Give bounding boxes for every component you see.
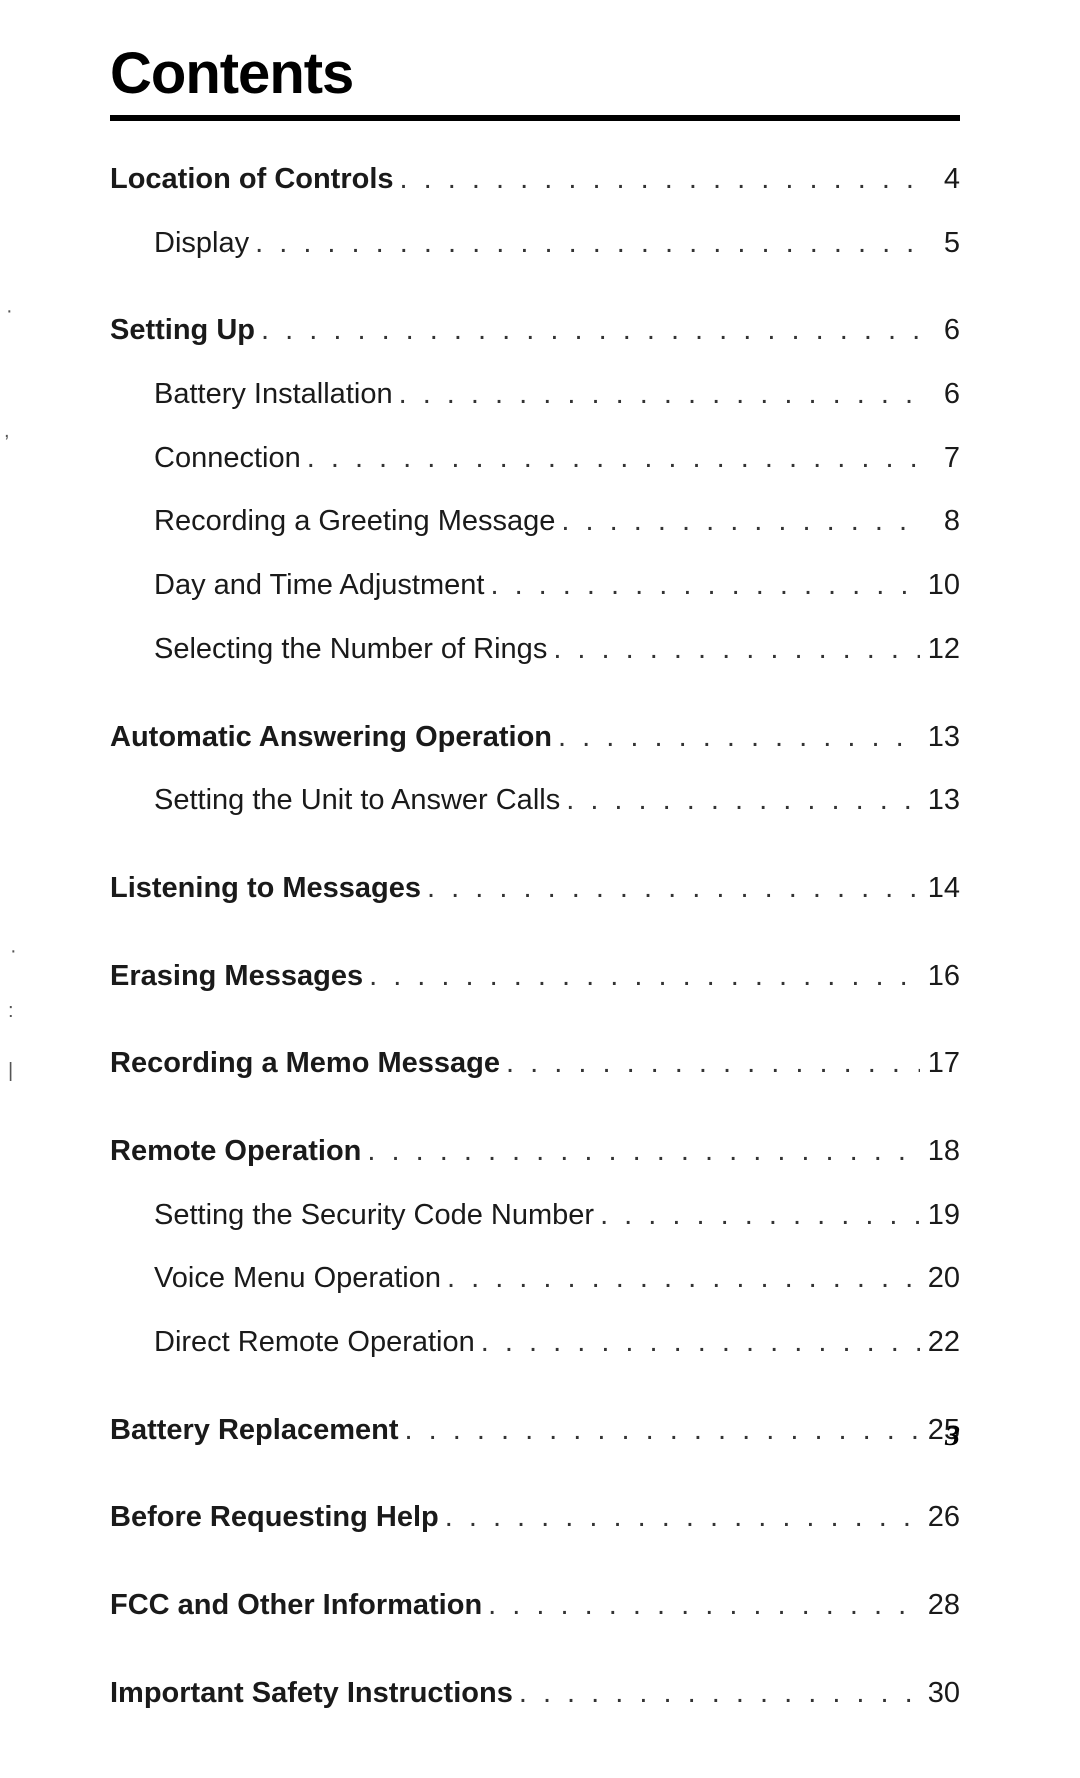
toc-entry: Day and Time Adjustment. . . . . . . . .… bbox=[110, 567, 960, 605]
toc-page-number: 5 bbox=[920, 225, 960, 263]
toc-label: Direct Remote Operation bbox=[154, 1324, 475, 1362]
toc-entry: FCC and Other Information. . . . . . . .… bbox=[110, 1587, 960, 1625]
toc-label: Connection bbox=[154, 440, 301, 478]
section-gap bbox=[110, 934, 960, 958]
toc-leader-dots: . . . . . . . . . . . . . . . . . . . . … bbox=[249, 225, 920, 263]
toc-leader-dots: . . . . . . . . . . . . . . . . . . . . … bbox=[361, 1133, 920, 1171]
toc-leader-dots: . . . . . . . . . . . . . . . . . . . . … bbox=[439, 1499, 920, 1537]
toc-entry: Recording a Memo Message. . . . . . . . … bbox=[110, 1045, 960, 1083]
toc-leader-dots: . . . . . . . . . . . . . . . . . . . . … bbox=[301, 440, 920, 478]
section-gap bbox=[110, 1021, 960, 1045]
toc-leader-dots: . . . . . . . . . . . . . . . . . . . . … bbox=[399, 1412, 921, 1450]
section-gap bbox=[110, 1388, 960, 1412]
toc-page-number: 30 bbox=[920, 1675, 960, 1713]
toc-entry: Recording a Greeting Message. . . . . . … bbox=[110, 503, 960, 541]
toc-label: Erasing Messages bbox=[110, 958, 363, 996]
section-gap bbox=[110, 1475, 960, 1499]
toc-page-number: 28 bbox=[920, 1587, 960, 1625]
toc-leader-dots: . . . . . . . . . . . . . . . . . . . . … bbox=[482, 1587, 920, 1625]
toc-leader-dots: . . . . . . . . . . . . . . . . . . . . … bbox=[484, 567, 920, 605]
toc-leader-dots: . . . . . . . . . . . . . . . . . . . . … bbox=[560, 782, 920, 820]
toc-label: Location of Controls bbox=[110, 161, 394, 199]
toc-leader-dots: . . . . . . . . . . . . . . . . . . . . … bbox=[475, 1324, 920, 1362]
section-gap bbox=[110, 288, 960, 312]
toc-entry: Listening to Messages. . . . . . . . . .… bbox=[110, 870, 960, 908]
toc-page-number: 26 bbox=[920, 1499, 960, 1537]
section-gap bbox=[110, 1109, 960, 1133]
toc-entry: Location of Controls. . . . . . . . . . … bbox=[110, 161, 960, 199]
section-gap bbox=[110, 846, 960, 870]
toc-label: FCC and Other Information bbox=[110, 1587, 482, 1625]
toc-label: Important Safety Instructions bbox=[110, 1675, 513, 1713]
toc-page-number: 6 bbox=[920, 312, 960, 350]
toc-entry: Remote Operation. . . . . . . . . . . . … bbox=[110, 1133, 960, 1171]
title-rule bbox=[110, 115, 960, 121]
toc-label: Battery Installation bbox=[154, 376, 393, 414]
toc-leader-dots: . . . . . . . . . . . . . . . . . . . . … bbox=[394, 161, 920, 199]
toc-entry: Voice Menu Operation. . . . . . . . . . … bbox=[110, 1260, 960, 1298]
toc-page-number: 6 bbox=[920, 376, 960, 414]
toc-page-number: 19 bbox=[920, 1197, 960, 1235]
table-of-contents: Location of Controls. . . . . . . . . . … bbox=[110, 161, 960, 1712]
toc-page-number: 8 bbox=[920, 503, 960, 541]
toc-leader-dots: . . . . . . . . . . . . . . . . . . . . … bbox=[513, 1675, 920, 1713]
page-title: Contents bbox=[110, 40, 960, 107]
toc-label: Before Requesting Help bbox=[110, 1499, 439, 1537]
toc-label: Display bbox=[154, 225, 249, 263]
toc-leader-dots: . . . . . . . . . . . . . . . . . . . . … bbox=[552, 719, 920, 757]
toc-label: Recording a Greeting Message bbox=[154, 503, 555, 541]
toc-entry: Direct Remote Operation. . . . . . . . .… bbox=[110, 1324, 960, 1362]
toc-leader-dots: . . . . . . . . . . . . . . . . . . . . … bbox=[393, 376, 920, 414]
toc-page-number: 16 bbox=[920, 958, 960, 996]
toc-entry: Erasing Messages. . . . . . . . . . . . … bbox=[110, 958, 960, 996]
toc-leader-dots: . . . . . . . . . . . . . . . . . . . . … bbox=[421, 870, 920, 908]
toc-page-number: 18 bbox=[920, 1133, 960, 1171]
toc-leader-dots: . . . . . . . . . . . . . . . . . . . . … bbox=[555, 503, 920, 541]
toc-label: Battery Replacement bbox=[110, 1412, 399, 1450]
toc-entry: Setting Up. . . . . . . . . . . . . . . … bbox=[110, 312, 960, 350]
section-gap bbox=[110, 695, 960, 719]
toc-entry: Connection. . . . . . . . . . . . . . . … bbox=[110, 440, 960, 478]
toc-entry: Selecting the Number of Rings. . . . . .… bbox=[110, 631, 960, 669]
toc-page-number: 14 bbox=[920, 870, 960, 908]
toc-label: Setting the Unit to Answer Calls bbox=[154, 782, 560, 820]
toc-label: Recording a Memo Message bbox=[110, 1045, 500, 1083]
section-gap bbox=[110, 1651, 960, 1675]
toc-entry: Battery Replacement. . . . . . . . . . .… bbox=[110, 1412, 960, 1450]
page-number: 3 bbox=[945, 1419, 960, 1453]
toc-label: Voice Menu Operation bbox=[154, 1260, 441, 1298]
toc-page-number: 7 bbox=[920, 440, 960, 478]
toc-label: Selecting the Number of Rings bbox=[154, 631, 547, 669]
toc-entry: Battery Installation. . . . . . . . . . … bbox=[110, 376, 960, 414]
toc-page-number: 12 bbox=[920, 631, 960, 669]
toc-leader-dots: . . . . . . . . . . . . . . . . . . . . … bbox=[255, 312, 920, 350]
toc-leader-dots: . . . . . . . . . . . . . . . . . . . . … bbox=[363, 958, 920, 996]
toc-leader-dots: . . . . . . . . . . . . . . . . . . . . … bbox=[500, 1045, 920, 1083]
toc-page-number: 13 bbox=[920, 719, 960, 757]
toc-entry: Important Safety Instructions. . . . . .… bbox=[110, 1675, 960, 1713]
toc-label: Listening to Messages bbox=[110, 870, 421, 908]
toc-label: Automatic Answering Operation bbox=[110, 719, 552, 757]
section-gap bbox=[110, 1563, 960, 1587]
toc-label: Day and Time Adjustment bbox=[154, 567, 484, 605]
toc-leader-dots: . . . . . . . . . . . . . . . . . . . . … bbox=[594, 1197, 920, 1235]
toc-entry: Before Requesting Help. . . . . . . . . … bbox=[110, 1499, 960, 1537]
toc-entry: Display. . . . . . . . . . . . . . . . .… bbox=[110, 225, 960, 263]
toc-label: Setting the Security Code Number bbox=[154, 1197, 594, 1235]
toc-leader-dots: . . . . . . . . . . . . . . . . . . . . … bbox=[547, 631, 920, 669]
toc-label: Setting Up bbox=[110, 312, 255, 350]
toc-leader-dots: . . . . . . . . . . . . . . . . . . . . … bbox=[441, 1260, 920, 1298]
document-page: Contents Location of Controls. . . . . .… bbox=[0, 0, 1080, 1778]
toc-label: Remote Operation bbox=[110, 1133, 361, 1171]
toc-entry: Setting the Security Code Number. . . . … bbox=[110, 1197, 960, 1235]
toc-entry: Setting the Unit to Answer Calls. . . . … bbox=[110, 782, 960, 820]
toc-entry: Automatic Answering Operation. . . . . .… bbox=[110, 719, 960, 757]
toc-page-number: 22 bbox=[920, 1324, 960, 1362]
toc-page-number: 17 bbox=[920, 1045, 960, 1083]
toc-page-number: 10 bbox=[920, 567, 960, 605]
toc-page-number: 20 bbox=[920, 1260, 960, 1298]
toc-page-number: 13 bbox=[920, 782, 960, 820]
toc-page-number: 4 bbox=[920, 161, 960, 199]
